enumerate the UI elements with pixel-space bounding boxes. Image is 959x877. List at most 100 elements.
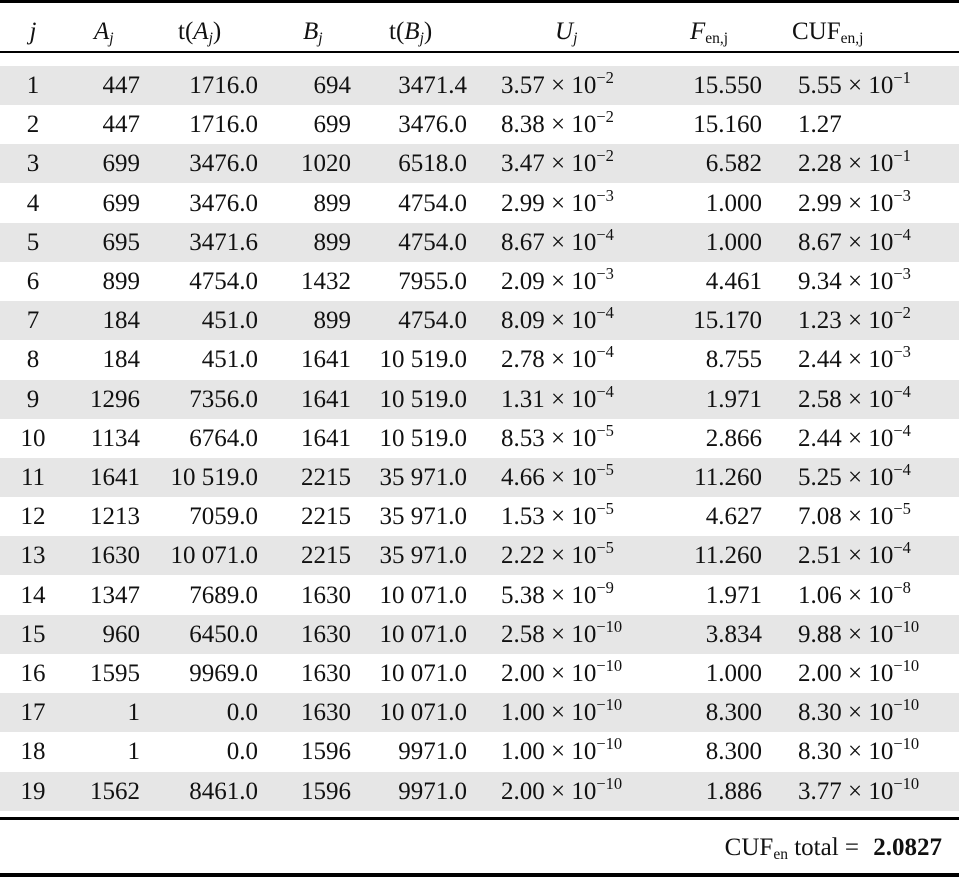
cell-col-a: 1134 [90,424,140,452]
cell-col-u: 2.22 × 10−5 [501,536,614,575]
header-sub: j [419,30,424,47]
table-row: 11 1641 10 519.0 2215 35 971.0 4.66 × 10−5 11.… [0,458,959,497]
cell-col-b: 1630 [301,699,351,727]
cell-col-b: 1432 [301,268,351,295]
header-var: B [303,18,319,45]
exponent: −4 [596,342,614,362]
times-ten: × 10 [841,660,894,687]
cell-col-tb: 3476.0 [398,111,467,139]
exponent: −2 [893,303,911,323]
times-ten: × 10 [544,777,597,805]
cell-col-a: 1562 [90,777,140,805]
times-ten: × 10 [544,699,597,727]
mantissa: 2.78 [501,346,545,374]
header-var: A [193,18,209,45]
cell-col-ta: 451.0 [201,346,258,374]
exponent: −1 [893,146,911,166]
cell-col-f: 4.627 [705,503,762,531]
table-row: 16 1595 9969.0 1630 10 071.0 2.00 × 10−10 1.00… [0,654,959,693]
header-pre: t( [389,18,405,45]
cell-col-cuf: 5.55 × 10−1 [798,66,911,105]
cell-col-ta: 4754.0 [189,268,258,295]
cell-col-ta: 451.0 [201,307,258,335]
cell-col-tb: 35 971.0 [379,503,468,531]
cell-col-tb: 6518.0 [398,150,467,178]
cell-col-f: 3.834 [705,620,762,648]
times-ten: × 10 [841,346,894,374]
cell-col-j: 1 [26,72,40,99]
cell-col-j: 7 [26,307,40,335]
times-ten: × 10 [544,424,597,452]
cell-col-b: 1596 [301,738,351,766]
cell-col-a: 1630 [90,542,140,570]
cell-col-tb: 10 519.0 [379,346,468,374]
times-ten: × 10 [841,699,894,727]
times-ten: × 10 [544,346,597,374]
exponent: −10 [596,656,623,675]
exponent: −2 [596,146,614,166]
cell-col-f: 1.971 [705,385,762,413]
cell-col-a: 1595 [90,660,140,687]
header-sub: j [573,30,578,47]
cell-col-ta: 0.0 [226,699,258,727]
cell-col-cuf: 1.06 × 10−8 [798,576,911,615]
header-col-f: Fen,j [690,10,728,54]
exponent: −10 [893,734,920,754]
cell-col-b: 1630 [301,620,351,648]
times-ten: × 10 [841,777,894,805]
cell-col-tb: 4754.0 [398,307,467,335]
mantissa: 2.28 [798,150,842,178]
mantissa: 9.88 [798,620,842,648]
times-ten: × 10 [841,464,894,491]
cell-col-tb: 9971.0 [398,777,467,805]
header-var: F [690,18,706,45]
cell-col-f: 1.000 [705,189,762,217]
cell-col-u: 2.09 × 10−3 [501,262,614,301]
exponent: −1 [893,68,911,87]
table-row: 7 184 451.0 899 4754.0 8.09 × 10−4 15.170 1.23 … [0,301,959,341]
mantissa: 8.30 [798,699,842,727]
header-col-tb: t(Bj) [389,10,432,54]
cell-col-tb: 7955.0 [398,268,467,295]
cell-col-j: 6 [26,268,40,295]
times-ten: × 10 [544,385,597,413]
cell-col-a: 960 [102,620,141,648]
cell-col-ta: 0.0 [226,738,258,766]
times-ten: × 10 [544,268,597,295]
cell-col-b: 1641 [301,346,351,374]
mantissa: 8.30 [798,738,842,766]
times-ten: × 10 [544,150,597,178]
cell-col-cuf: 1.27 [798,105,842,144]
cell-col-j: 4 [26,189,40,217]
cell-col-tb: 3471.4 [398,72,467,99]
cell-col-j: 13 [20,542,46,570]
cell-col-a: 447 [102,72,141,99]
cell-col-j: 3 [26,150,40,178]
exponent: −4 [893,420,911,440]
mantissa: 4.66 [501,464,545,491]
times-ten: × 10 [841,228,894,256]
mantissa: 2.51 [798,542,842,570]
mantissa: 1.53 [501,503,545,531]
mantissa: 8.09 [501,307,545,335]
table-row: 2 447 1716.0 699 3476.0 8.38 × 10−2 15.160 1.27 [0,105,959,144]
cell-col-ta: 1716.0 [189,111,258,139]
times-ten: × 10 [544,503,597,531]
cell-col-cuf: 2.58 × 10−4 [798,380,911,419]
header-pre: CUF [792,18,841,45]
exponent: −5 [596,420,614,440]
cell-col-b: 2215 [301,542,351,570]
times-ten: × 10 [841,542,894,570]
mantissa: 2.44 [798,346,842,374]
cell-col-tb: 10 071.0 [379,699,468,727]
total-label-post: total = [787,834,859,861]
times-ten: × 10 [544,307,597,335]
mantissa: 9.34 [798,268,842,295]
cell-col-b: 1641 [301,385,351,413]
cell-col-b: 899 [313,228,352,256]
cell-col-b: 1596 [301,777,351,805]
cell-col-b: 1630 [301,581,351,609]
cell-col-tb: 10 519.0 [379,385,468,413]
cell-col-f: 15.170 [693,307,762,335]
header-var: B [404,18,420,45]
